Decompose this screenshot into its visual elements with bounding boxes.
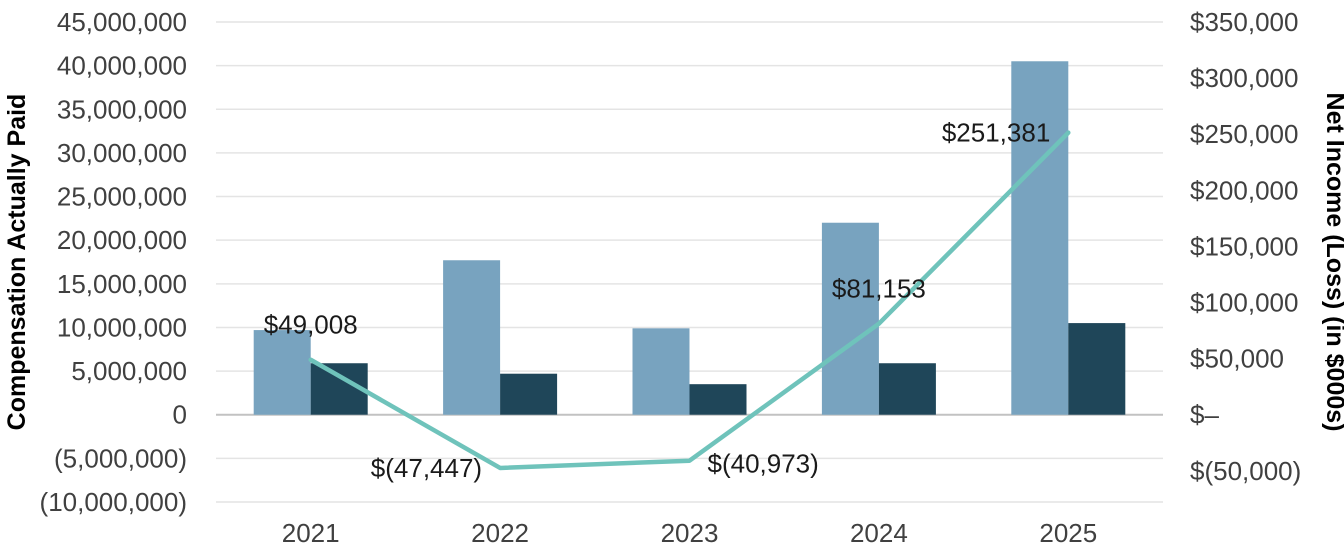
left-axis-tick-label: 30,000,000 bbox=[57, 138, 187, 168]
x-axis-tick-label: 2025 bbox=[1039, 518, 1097, 548]
right-axis-title: Net Income (Loss) (in $000s) bbox=[1321, 93, 1344, 432]
bars-group bbox=[253, 61, 1126, 415]
bar-light-2024 bbox=[821, 222, 879, 415]
right-axis-tick-label: $350,000 bbox=[1190, 7, 1298, 37]
line-data-label-2022: $(47,447) bbox=[371, 453, 482, 483]
x-axis-tick-label: 2021 bbox=[282, 518, 340, 548]
left-axis-title: Compensation Actually Paid bbox=[3, 94, 31, 431]
line-data-label-2025: $251,381 bbox=[942, 118, 1050, 148]
line-group bbox=[308, 130, 1071, 471]
line-data-label-2023: $(40,973) bbox=[708, 449, 819, 479]
right-axis-tick-label: $150,000 bbox=[1190, 231, 1298, 261]
bar-light-2021 bbox=[253, 330, 311, 415]
left-axis-tick-label: 20,000,000 bbox=[57, 225, 187, 255]
bar-dark-2025 bbox=[1068, 323, 1126, 415]
left-axis-tick-label: 25,000,000 bbox=[57, 182, 187, 212]
left-axis-tick-label: 40,000,000 bbox=[57, 51, 187, 81]
left-axis-tick-label: 45,000,000 bbox=[57, 7, 187, 37]
right-axis-tick-label: $250,000 bbox=[1190, 119, 1298, 149]
axis-ticks-group: 45,000,000 40,000,000 35,000,000 30,000,000… bbox=[40, 7, 1302, 548]
right-axis-tick-label: $100,000 bbox=[1190, 288, 1298, 318]
left-axis-tick-label: (5,000,000) bbox=[54, 443, 187, 473]
bar-light-2023 bbox=[632, 328, 690, 415]
left-axis-tick-label: 10,000,000 bbox=[57, 312, 187, 342]
bar-dark-2023 bbox=[689, 384, 747, 415]
right-axis-tick-label: $200,000 bbox=[1190, 175, 1298, 205]
right-axis-tick-label: $– bbox=[1190, 400, 1219, 430]
left-axis-tick-label: 0 bbox=[173, 400, 187, 430]
bar-light-2025 bbox=[1011, 61, 1069, 415]
x-axis-tick-label: 2023 bbox=[661, 518, 719, 548]
data-labels-group: $49,008 $(47,447) $(40,973) $81,153 $251,381 bbox=[264, 118, 1051, 483]
bar-dark-2022 bbox=[500, 373, 558, 415]
left-axis-tick-label: 5,000,000 bbox=[71, 356, 187, 386]
left-axis-tick-label: 35,000,000 bbox=[57, 94, 187, 124]
left-axis-tick-label: (10,000,000) bbox=[40, 487, 187, 517]
left-axis-tick-label: 15,000,000 bbox=[57, 269, 187, 299]
net-income-line bbox=[308, 130, 1071, 471]
line-data-label-2024: $81,153 bbox=[832, 274, 926, 304]
right-axis-tick-label: $50,000 bbox=[1190, 344, 1284, 374]
x-axis-tick-label: 2024 bbox=[850, 518, 908, 548]
bar-dark-2024 bbox=[878, 363, 936, 415]
bar-light-2022 bbox=[443, 260, 501, 415]
right-axis-tick-label: $(50,000) bbox=[1190, 456, 1301, 486]
x-axis-tick-label: 2022 bbox=[471, 518, 529, 548]
line-data-label-2021: $49,008 bbox=[264, 310, 358, 340]
right-axis-tick-label: $300,000 bbox=[1190, 63, 1298, 93]
